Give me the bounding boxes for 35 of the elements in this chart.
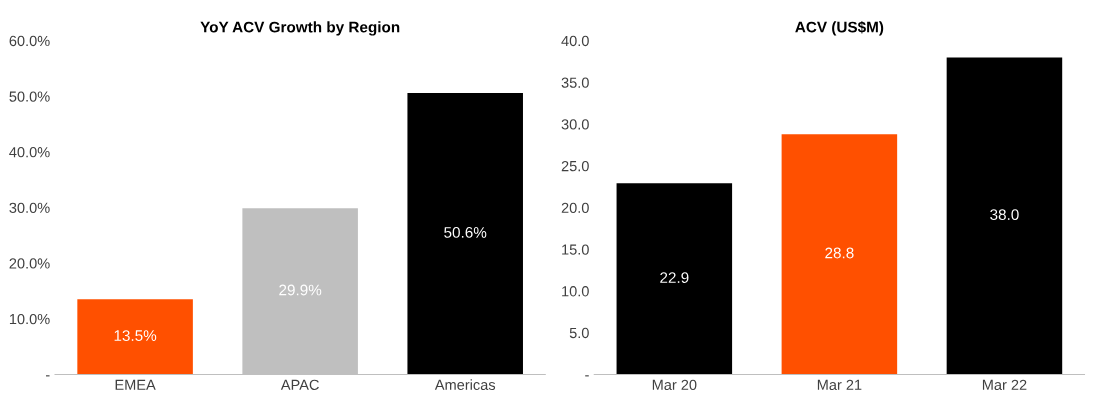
bar bbox=[77, 299, 193, 375]
data-label: 50.6% bbox=[444, 227, 487, 238]
y-tick-label: 30.0% bbox=[9, 202, 50, 213]
x-tick-label: APAC bbox=[280, 379, 319, 391]
y-tick-label: 10.0 bbox=[562, 286, 589, 297]
data-label: 13.5% bbox=[114, 330, 157, 341]
bar bbox=[946, 57, 1063, 375]
x-tick-label: Mar 20 bbox=[652, 379, 697, 391]
y-tick-label: 35.0 bbox=[561, 77, 589, 88]
data-label: 22.9 bbox=[660, 272, 689, 284]
y-tick-label: 40.0 bbox=[561, 35, 589, 47]
chart-title: ACV (US$M) bbox=[795, 21, 884, 36]
x-tick-label: EMEA bbox=[115, 379, 156, 390]
y-tick-label: 30.0 bbox=[561, 119, 589, 130]
x-tick-label: Mar 22 bbox=[982, 379, 1027, 391]
y-tick-label: 25.0 bbox=[561, 160, 589, 172]
y-tick-label: 20.0% bbox=[9, 258, 50, 269]
data-label: 28.8 bbox=[825, 247, 854, 259]
y-tick-label: 20.0 bbox=[561, 202, 589, 213]
y-tick-label: 60.0% bbox=[9, 35, 50, 47]
y-tick-label: 10.0% bbox=[9, 313, 50, 325]
bar bbox=[616, 183, 733, 375]
y-tick-label: 50.0% bbox=[9, 91, 50, 102]
y-tick-label: 15.0 bbox=[562, 244, 589, 255]
y-tick-label: 40.0% bbox=[9, 147, 50, 158]
y-tick-label: - bbox=[585, 375, 589, 377]
y-tick-label: 5.0 bbox=[569, 327, 589, 339]
x-tick-label: Americas bbox=[434, 379, 496, 391]
bar bbox=[781, 134, 898, 375]
data-label: 29.9% bbox=[279, 284, 322, 296]
data-label: 38.0 bbox=[990, 209, 1019, 221]
y-tick-label: - bbox=[45, 375, 50, 377]
x-tick-label: Mar 21 bbox=[817, 379, 862, 391]
chart-title: YoY ACV Growth by Region bbox=[200, 21, 400, 36]
bar bbox=[407, 92, 523, 375]
